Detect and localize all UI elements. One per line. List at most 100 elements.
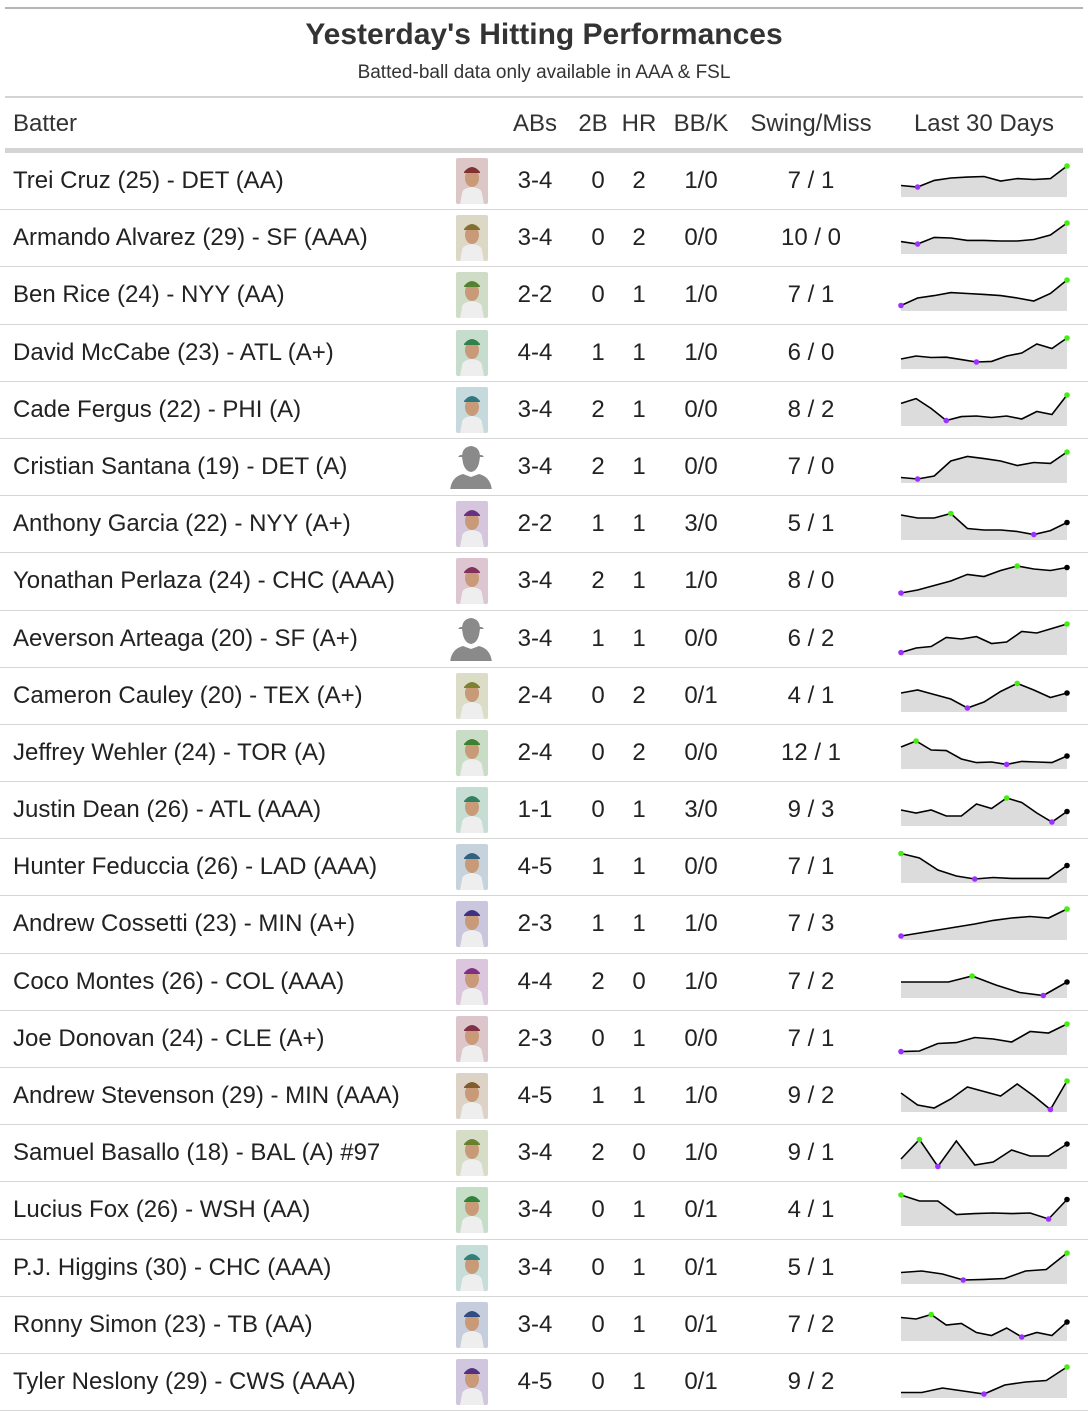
swing-miss-value: 5 / 1 xyxy=(787,1253,835,1281)
sparkline-min-point xyxy=(898,649,904,655)
bbk-value: 0/1 xyxy=(684,1367,718,1395)
abs-value: 2-2 xyxy=(517,510,553,538)
batter-name: David McCabe (23) - ATL (A+) xyxy=(13,338,334,366)
abs-value: 3-4 xyxy=(517,1196,553,1224)
doubles-value: 0 xyxy=(591,1253,605,1281)
sparkline-min-point xyxy=(898,303,904,309)
swing-miss-value: 8 / 0 xyxy=(787,567,835,595)
col-header-bbk: BB/K xyxy=(673,110,729,137)
bbk-value: 1/0 xyxy=(684,567,718,595)
sparkline-area xyxy=(901,853,1067,884)
bbk-value: 0/0 xyxy=(684,395,718,423)
abs-value: 4-5 xyxy=(517,1367,553,1395)
bbk-value: 1/0 xyxy=(684,910,718,938)
player-headshot xyxy=(456,1015,488,1062)
page-title: Yesterday's Hitting Performances xyxy=(305,18,783,51)
sparkline-line xyxy=(900,1138,1068,1169)
hr-value: 1 xyxy=(632,452,646,480)
abs-value: 4-4 xyxy=(517,967,553,995)
doubles-value: 0 xyxy=(591,738,605,766)
sparkline-area xyxy=(901,451,1067,483)
sparkline-last-30-days xyxy=(900,1136,1070,1170)
sparkline-line xyxy=(900,565,1068,595)
sparkline-area xyxy=(901,166,1067,197)
batter-name: Trei Cruz (25) - DET (AA) xyxy=(13,167,284,194)
hr-value: 1 xyxy=(632,1024,646,1052)
batter-name: Anthony Garcia (22) - NYY (A+) xyxy=(13,510,351,538)
sparkline-max-point xyxy=(948,510,954,517)
sparkline-min-point xyxy=(971,876,978,883)
sparkline-max-point xyxy=(1014,563,1020,570)
abs-value: 3-4 xyxy=(517,224,553,252)
swing-miss-value: 6 / 0 xyxy=(787,338,835,366)
sparkline-last-30-days xyxy=(898,850,1070,884)
sparkline-last-30-days xyxy=(900,795,1070,827)
table-row: Aeverson Arteaga (20) - SF (A+) 3-4 1 1 0/0 6… xyxy=(0,611,1088,668)
sparkline-last-point xyxy=(1064,753,1070,759)
sparkline-max-point xyxy=(898,1192,904,1199)
sparkline-area xyxy=(901,975,1067,998)
hr-value: 2 xyxy=(632,681,646,709)
batter-name: Jeffrey Wehler (24) - TOR (A) xyxy=(13,738,326,766)
doubles-value: 0 xyxy=(591,281,605,309)
table-row: Joe Donovan (24) - CLE (A+) 2-3 0 1 0/0 7 / 1 xyxy=(0,1011,1088,1068)
sparkline-last-30-days xyxy=(898,906,1070,941)
sparkline-area xyxy=(901,394,1067,426)
hr-value: 1 xyxy=(632,1196,646,1224)
table-row: Lucius Fox (26) - WSH (AA) 3-4 0 1 0/1 4 / 1 xyxy=(0,1182,1088,1240)
hr-value: 1 xyxy=(632,281,646,309)
sparkline-last-30-days xyxy=(901,1364,1070,1398)
sparkline-min-point xyxy=(943,417,950,424)
player-headshot xyxy=(456,558,488,605)
bbk-value: 0/1 xyxy=(684,681,718,709)
sparkline-area xyxy=(901,1023,1067,1055)
sparkline-area xyxy=(901,337,1067,369)
player-headshot xyxy=(456,958,488,1005)
table-row: Cameron Cauley (20) - TEX (A+) 2-4 0 2 0/1 4 … xyxy=(0,668,1088,725)
table-row: Coco Montes (26) - COL (AAA) 4-4 2 0 1/0 7 / … xyxy=(0,954,1088,1011)
abs-value: 3-4 xyxy=(517,624,553,652)
swing-miss-value: 4 / 1 xyxy=(787,1196,835,1224)
sparkline-max-point xyxy=(1064,220,1070,226)
sparkline-last-30-days xyxy=(898,1021,1070,1055)
hr-value: 1 xyxy=(632,1082,646,1109)
col-header-2b: 2B xyxy=(578,110,608,137)
sparkline-area xyxy=(901,1366,1067,1398)
doubles-value: 2 xyxy=(591,452,605,480)
sparkline-min-point xyxy=(960,1276,967,1283)
table-row: Ronny Simon (23) - TB (AA) 3-4 0 1 0/1 7 / 2 xyxy=(0,1297,1088,1354)
sparkline-max-point xyxy=(898,850,904,857)
abs-value: 4-4 xyxy=(517,338,553,366)
bbk-value: 3/0 xyxy=(684,796,718,824)
doubles-value: 0 xyxy=(591,796,605,824)
batter-name: Cameron Cauley (20) - TEX (A+) xyxy=(13,681,363,709)
hr-value: 1 xyxy=(632,910,646,938)
swing-miss-value: 7 / 0 xyxy=(787,452,835,480)
sparkline-max-point xyxy=(1064,277,1070,284)
table-row: Ben Rice (24) - NYY (AA) 2-2 0 1 1/0 7 / 1 xyxy=(0,267,1088,325)
hr-value: 1 xyxy=(632,853,646,881)
sparkline-last-30-days xyxy=(901,972,1070,998)
col-header-batter: Batter xyxy=(13,110,78,137)
sparkline-area xyxy=(901,798,1067,827)
bbk-value: 0/0 xyxy=(684,224,718,252)
doubles-value: 1 xyxy=(591,624,605,652)
sparkline-last-30-days xyxy=(900,1311,1070,1341)
sparkline-last-point xyxy=(1064,978,1070,985)
player-headshot xyxy=(456,386,488,433)
doubles-value: 2 xyxy=(591,567,605,595)
table-row: Andrew Cossetti (23) - MIN (A+) 2-3 1 1 1/0 7… xyxy=(0,896,1088,954)
player-headshot xyxy=(456,501,488,548)
batter-name: Armando Alvarez (29) - SF (AAA) xyxy=(13,224,368,252)
sparkline-last-30-days xyxy=(898,1192,1070,1227)
sparkline-last-point xyxy=(1064,808,1070,815)
hr-value: 1 xyxy=(632,1310,646,1338)
table-row: Hunter Feduccia (26) - LAD (AAA) 4-5 1 1 0/0… xyxy=(0,839,1088,897)
swing-miss-value: 7 / 3 xyxy=(787,910,835,938)
bbk-value: 0/1 xyxy=(684,1310,718,1338)
sparkline-min-point xyxy=(914,184,921,190)
bbk-value: 1/0 xyxy=(684,1082,718,1109)
hr-value: 0 xyxy=(632,967,646,995)
page-subtitle: Batted-ball data only available in AAA &… xyxy=(357,62,731,83)
sparkline-max-point xyxy=(1064,163,1070,169)
